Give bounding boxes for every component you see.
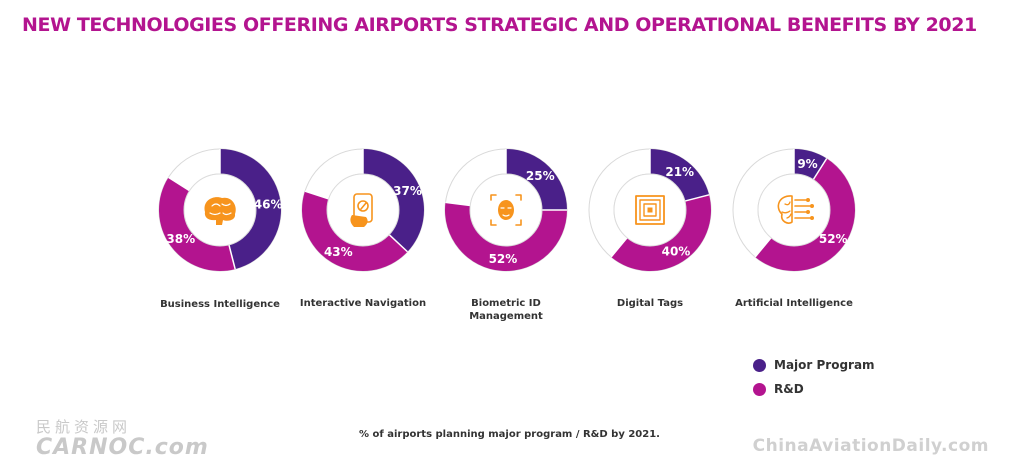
footnote: % of airports planning major program / R… bbox=[359, 429, 660, 440]
donut-artificial-intelligence: 9% 52% bbox=[732, 148, 856, 272]
data-label-major-program: 37% bbox=[393, 184, 422, 198]
brain-half bbox=[777, 195, 793, 224]
data-label-rnd: 52% bbox=[819, 232, 848, 246]
donut-center bbox=[326, 173, 400, 247]
donut-digital-tags: 21% 40% bbox=[588, 148, 712, 272]
brain-icon bbox=[204, 197, 236, 225]
watermark-carnoc: 民航资源网 CARNOC.com bbox=[36, 416, 209, 460]
donut-business-intelligence: 46% 38% bbox=[158, 148, 283, 272]
data-label-major-program: 46% bbox=[254, 197, 283, 211]
segment-divider bbox=[228, 244, 236, 270]
data-label-major-program: 21% bbox=[665, 165, 694, 179]
segment-major-program bbox=[650, 149, 710, 202]
face-features bbox=[500, 207, 512, 217]
segment-rnd bbox=[444, 202, 567, 272]
brain-folds bbox=[209, 203, 232, 216]
compass-ring bbox=[357, 200, 369, 212]
circuit-node bbox=[810, 204, 814, 208]
segment-major-program bbox=[363, 149, 424, 252]
circuit-node bbox=[810, 216, 814, 220]
phone-navigation-icon bbox=[350, 193, 373, 227]
legend-item-major-program: Major Program bbox=[753, 353, 875, 377]
legend-item-rnd: R&D bbox=[753, 377, 875, 401]
circuit-node bbox=[806, 198, 810, 202]
segment-rnd bbox=[158, 177, 236, 271]
segment-major-program bbox=[220, 149, 282, 270]
watermark-en-text: CARNOC.com bbox=[36, 435, 209, 460]
compass-needle bbox=[360, 202, 367, 210]
rfid-tag-icon bbox=[635, 195, 665, 225]
chart-title: NEW TECHNOLOGIES OFFERING AIRPORTS STRAT… bbox=[22, 14, 977, 36]
segment-divider bbox=[388, 234, 408, 253]
segment-divider bbox=[684, 194, 710, 202]
donut-interactive-navigation: 37% 43% bbox=[301, 148, 425, 272]
category-label-interactive-navigation: Interactive Navigation bbox=[299, 298, 427, 309]
legend-label: Major Program bbox=[774, 358, 875, 372]
watermark-chinaaviationdaily: ChinaAviationDaily.com bbox=[752, 436, 989, 456]
data-label-major-program: 9% bbox=[797, 157, 817, 171]
data-label-rnd: 52% bbox=[489, 252, 518, 266]
face-scan-icon bbox=[490, 194, 522, 226]
legend-swatch-major-program bbox=[753, 358, 766, 372]
donut-center bbox=[757, 173, 831, 247]
segment-major-program bbox=[794, 149, 827, 180]
category-label-business-intelligence: Business Intelligence bbox=[160, 299, 280, 310]
tag-coil bbox=[639, 199, 661, 221]
segment-rnd bbox=[302, 191, 408, 271]
segment-rnd bbox=[755, 158, 855, 271]
segment-divider bbox=[304, 190, 329, 200]
data-label-rnd: 38% bbox=[166, 232, 195, 246]
circuit-node bbox=[806, 210, 810, 214]
scan-corners bbox=[490, 194, 522, 226]
data-label-rnd: 40% bbox=[662, 244, 691, 258]
segment-divider bbox=[168, 176, 191, 192]
brain-folds bbox=[781, 201, 792, 219]
segment-divider bbox=[754, 237, 772, 258]
data-label-rnd: 43% bbox=[324, 245, 353, 259]
ai-brain-circuit-icon bbox=[777, 195, 814, 224]
watermark-cn-text: 民航资源网 bbox=[36, 418, 132, 436]
face-shape bbox=[498, 200, 514, 220]
tag-coil bbox=[635, 195, 665, 225]
donut-biometric-id-management: 25% 52% bbox=[444, 148, 568, 272]
segment-major-program bbox=[506, 149, 567, 210]
segment-divider bbox=[445, 201, 471, 207]
legend-label: R&D bbox=[774, 382, 804, 396]
category-label-artificial-intelligence: Artificial Intelligence bbox=[735, 298, 853, 309]
tag-coil bbox=[643, 203, 657, 217]
hand-shape bbox=[350, 215, 368, 227]
category-label-digital-tags: Digital Tags bbox=[616, 298, 684, 309]
data-label-major-program: 25% bbox=[526, 169, 555, 183]
legend: Major Program R&D bbox=[753, 353, 875, 401]
tag-chip bbox=[647, 207, 653, 213]
brain-shape bbox=[204, 197, 236, 225]
category-label-biometric-id-management: Biometric ID Management bbox=[469, 298, 543, 322]
legend-swatch-rnd bbox=[753, 382, 766, 396]
segment-divider bbox=[610, 237, 628, 258]
segment-divider bbox=[812, 158, 828, 181]
